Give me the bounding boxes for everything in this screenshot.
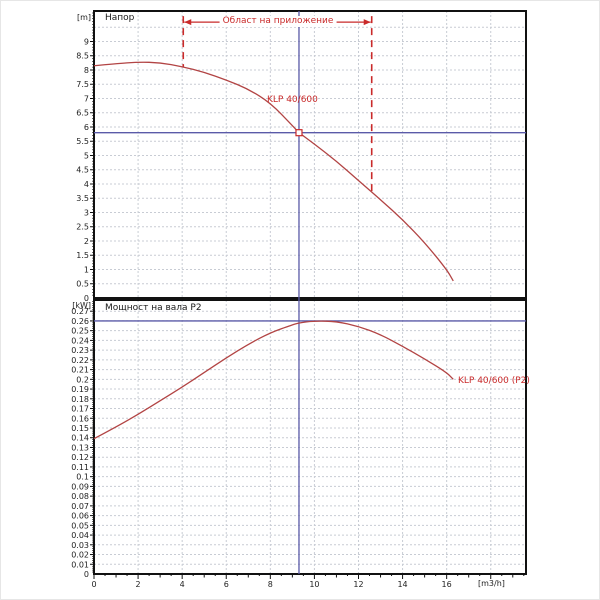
svg-text:2: 2 [136,580,141,589]
svg-text:0.21: 0.21 [71,366,89,375]
svg-text:16: 16 [442,580,452,589]
svg-text:0.22: 0.22 [71,356,89,365]
svg-text:0.13: 0.13 [71,443,89,452]
svg-text:0.1: 0.1 [76,473,89,482]
svg-text:8.5: 8.5 [76,52,89,61]
svg-text:5.5: 5.5 [76,137,89,146]
svg-text:0.2: 0.2 [76,375,89,384]
svg-text:9: 9 [84,37,89,46]
svg-text:0.26: 0.26 [71,317,89,326]
svg-text:0.16: 0.16 [71,414,89,423]
svg-text:0.18: 0.18 [71,395,89,404]
svg-text:0.25: 0.25 [71,327,89,336]
svg-text:0.05: 0.05 [71,521,89,530]
svg-text:6.5: 6.5 [76,109,89,118]
svg-text:8: 8 [268,580,273,589]
svg-text:0.23: 0.23 [71,346,89,355]
head-chart-title: Напор [105,13,135,23]
svg-text:0.08: 0.08 [71,492,89,501]
svg-text:8: 8 [84,66,89,75]
svg-text:0.03: 0.03 [71,541,89,550]
svg-text:0.01: 0.01 [71,560,89,569]
power-curve-label: KLP 40/600 (P2) [458,376,530,386]
svg-text:4: 4 [180,580,185,589]
svg-text:0.04: 0.04 [71,531,89,540]
power-chart-title: Мощност на вала P2 [105,303,202,313]
svg-text:3.5: 3.5 [76,194,89,203]
svg-text:10: 10 [309,580,319,589]
flow-axis-unit-label: [m3/h] [478,579,505,588]
svg-text:0.12: 0.12 [71,453,89,462]
svg-text:7.5: 7.5 [76,80,89,89]
svg-text:1: 1 [84,265,89,274]
svg-text:1.5: 1.5 [76,251,89,260]
svg-text:0.15: 0.15 [71,424,89,433]
svg-text:0: 0 [84,294,89,303]
svg-text:0.14: 0.14 [71,434,89,443]
svg-text:2: 2 [84,237,89,246]
svg-text:0.07: 0.07 [71,502,89,511]
svg-text:5: 5 [84,151,89,160]
power-axis-unit-label: [kW] [72,301,91,310]
application-range-label: Област на приложение [219,16,337,27]
svg-text:4: 4 [84,180,89,189]
svg-text:4.5: 4.5 [76,166,89,175]
svg-text:0.06: 0.06 [71,512,89,521]
svg-text:2.5: 2.5 [76,223,89,232]
svg-text:0.5: 0.5 [76,280,89,289]
svg-text:0.11: 0.11 [71,463,89,472]
svg-text:0.02: 0.02 [71,551,89,560]
head-curve-label: KLP 40/600 [267,95,318,105]
head-axis-unit-label: [m] [76,13,91,22]
svg-text:0.24: 0.24 [71,336,89,345]
svg-text:0.17: 0.17 [71,405,89,414]
svg-text:6: 6 [84,123,89,132]
svg-text:6: 6 [224,580,229,589]
svg-text:0: 0 [91,580,96,589]
svg-text:7: 7 [84,94,89,103]
svg-text:12: 12 [353,580,363,589]
svg-text:0.27: 0.27 [71,307,89,316]
svg-text:0.09: 0.09 [71,482,89,491]
svg-text:0: 0 [84,570,89,579]
svg-text:0.19: 0.19 [71,385,89,394]
svg-text:3: 3 [84,208,89,217]
svg-text:14: 14 [397,580,407,589]
